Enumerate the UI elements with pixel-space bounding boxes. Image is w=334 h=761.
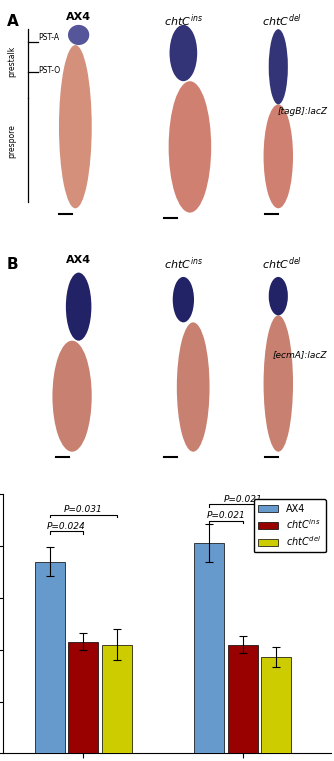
- Text: $chtC^{ins}$: $chtC^{ins}$: [164, 12, 203, 28]
- Text: B: B: [7, 257, 18, 272]
- Text: A: A: [7, 14, 18, 29]
- Text: PST-O: PST-O: [39, 65, 61, 75]
- Bar: [261, 657, 292, 753]
- Text: $chtC^{ins}$: $chtC^{ins}$: [164, 256, 203, 272]
- Bar: [34, 562, 65, 753]
- Text: prestalk: prestalk: [7, 46, 16, 77]
- Ellipse shape: [68, 25, 89, 45]
- Ellipse shape: [59, 45, 92, 209]
- Text: P=0.024: P=0.024: [47, 522, 86, 530]
- Text: AX4: AX4: [66, 12, 91, 22]
- Ellipse shape: [264, 104, 293, 209]
- Ellipse shape: [170, 25, 197, 81]
- Text: $chtC^{del}$: $chtC^{del}$: [262, 256, 302, 272]
- Text: [tagB]:lacZ: [tagB]:lacZ: [277, 107, 327, 116]
- Ellipse shape: [66, 272, 92, 341]
- Bar: [228, 645, 258, 753]
- Ellipse shape: [173, 277, 194, 323]
- Bar: [102, 645, 132, 753]
- Ellipse shape: [169, 81, 211, 212]
- Text: $chtC^{del}$: $chtC^{del}$: [262, 12, 302, 28]
- Text: P=0.021: P=0.021: [223, 495, 262, 504]
- Ellipse shape: [52, 341, 92, 452]
- Text: prespore: prespore: [7, 125, 16, 158]
- Text: P=0.031: P=0.031: [64, 505, 103, 514]
- Ellipse shape: [177, 323, 209, 452]
- Bar: [68, 642, 98, 753]
- Text: AX4: AX4: [66, 256, 91, 266]
- Text: [ecmA]:lacZ: [ecmA]:lacZ: [273, 350, 327, 359]
- Bar: [194, 543, 224, 753]
- Text: PST-A: PST-A: [39, 33, 60, 43]
- Legend: AX4, $chtC^{ins}$, $chtC^{del}$: AX4, $chtC^{ins}$, $chtC^{del}$: [254, 499, 326, 552]
- Text: P=0.021: P=0.021: [207, 511, 245, 521]
- Ellipse shape: [264, 315, 293, 452]
- Ellipse shape: [269, 277, 288, 315]
- Ellipse shape: [269, 29, 288, 104]
